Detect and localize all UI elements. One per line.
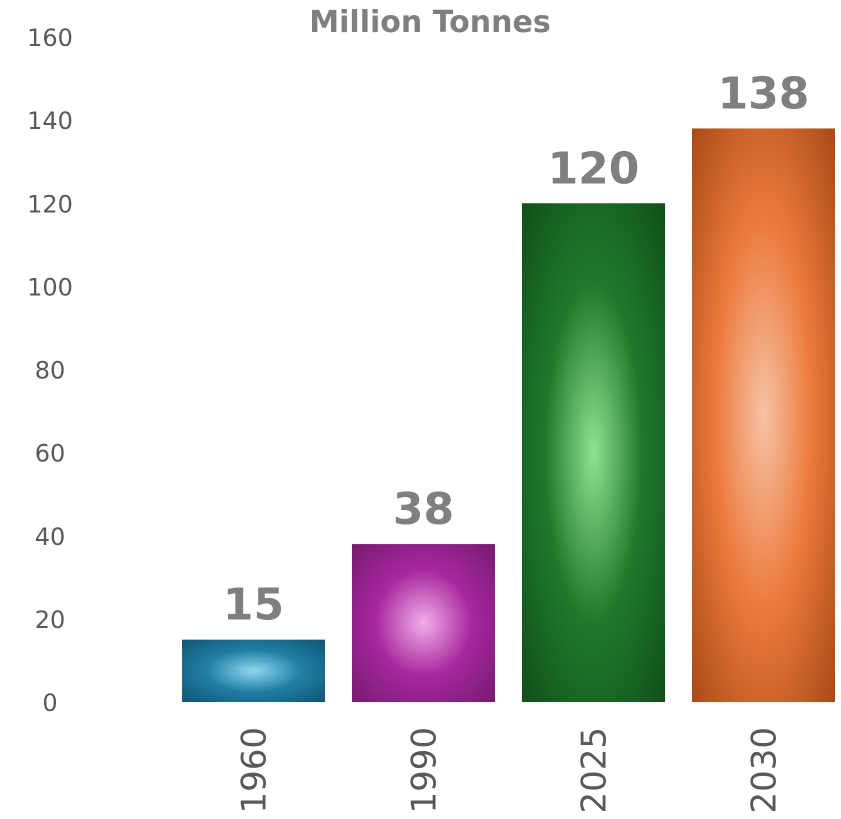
- x-tick-label: 2030: [745, 727, 785, 814]
- x-tick-label: 1990: [405, 727, 445, 814]
- bar-1960: [182, 639, 325, 702]
- x-axis: 1960 1990 2025 2030: [235, 727, 785, 814]
- y-tick-label: 120: [27, 190, 73, 218]
- y-tick-label: 0: [42, 689, 57, 717]
- data-labels: 15 38 120 138: [223, 68, 810, 630]
- data-label-2025: 120: [548, 143, 640, 194]
- y-tick-label: 40: [35, 523, 66, 551]
- bar-1990: [352, 544, 495, 702]
- chart-title: Million Tonnes: [309, 5, 550, 40]
- x-tick-label: 1960: [235, 727, 275, 814]
- y-axis: 0 20 40 60 80 100 120 140 160: [27, 24, 73, 717]
- y-tick-label: 20: [35, 606, 66, 634]
- data-label-1960: 15: [223, 580, 284, 631]
- y-tick-label: 60: [35, 440, 66, 468]
- data-label-2030: 138: [718, 68, 810, 119]
- y-tick-label: 80: [35, 357, 66, 385]
- y-tick-label: 100: [27, 273, 73, 301]
- y-tick-label: 140: [27, 107, 73, 135]
- y-tick-label: 160: [27, 24, 73, 52]
- bars: [182, 128, 835, 702]
- bar-2025: [522, 203, 665, 702]
- bar-2030: [692, 128, 835, 702]
- x-tick-label: 2025: [575, 727, 615, 814]
- data-label-1990: 38: [393, 484, 454, 535]
